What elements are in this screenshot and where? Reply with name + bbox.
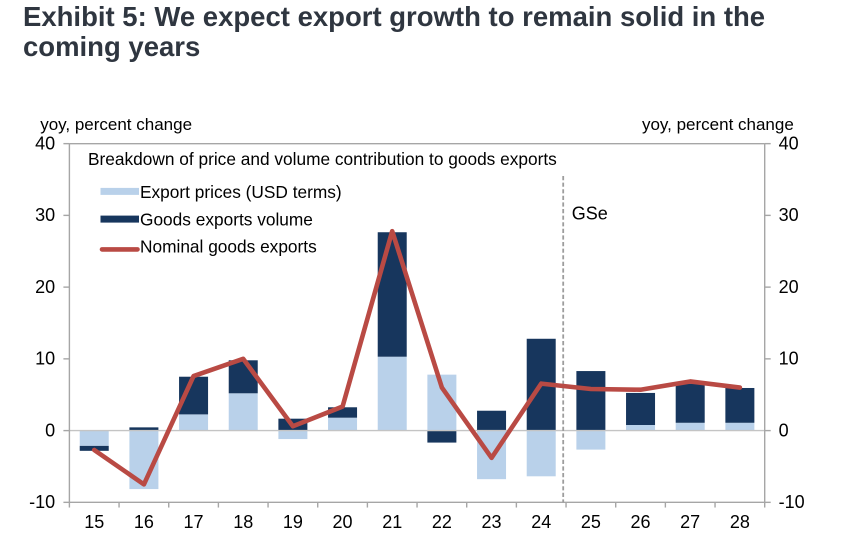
svg-text:40: 40 xyxy=(35,133,55,153)
svg-text:10: 10 xyxy=(779,349,799,369)
svg-text:-10: -10 xyxy=(29,492,55,512)
svg-text:0: 0 xyxy=(45,420,55,440)
svg-text:-10: -10 xyxy=(779,492,805,512)
svg-text:27: 27 xyxy=(680,512,700,532)
svg-text:Nominal goods exports: Nominal goods exports xyxy=(140,237,317,257)
svg-text:19: 19 xyxy=(283,512,303,532)
svg-text:21: 21 xyxy=(382,512,402,532)
svg-text:GSe: GSe xyxy=(572,203,608,223)
svg-text:20: 20 xyxy=(333,512,353,532)
svg-text:20: 20 xyxy=(35,277,55,297)
svg-text:24: 24 xyxy=(531,512,551,532)
svg-text:10: 10 xyxy=(35,349,55,369)
svg-text:yoy, percent change: yoy, percent change xyxy=(642,115,794,134)
svg-text:22: 22 xyxy=(432,512,452,532)
svg-text:30: 30 xyxy=(35,205,55,225)
svg-text:17: 17 xyxy=(184,512,204,532)
svg-text:Export prices (USD terms): Export prices (USD terms) xyxy=(140,182,342,202)
svg-text:23: 23 xyxy=(482,512,502,532)
svg-text:18: 18 xyxy=(233,512,253,532)
svg-text:40: 40 xyxy=(779,133,799,153)
svg-text:20: 20 xyxy=(779,277,799,297)
svg-text:16: 16 xyxy=(134,512,154,532)
svg-text:25: 25 xyxy=(581,512,601,532)
svg-text:Goods exports volume: Goods exports volume xyxy=(140,209,313,229)
svg-text:28: 28 xyxy=(730,512,750,532)
svg-text:yoy, percent change: yoy, percent change xyxy=(40,115,192,134)
svg-text:0: 0 xyxy=(779,420,789,440)
svg-text:15: 15 xyxy=(84,512,104,532)
svg-text:Breakdown of price and volume: Breakdown of price and volume contributi… xyxy=(88,149,557,169)
svg-text:30: 30 xyxy=(779,205,799,225)
svg-text:26: 26 xyxy=(631,512,651,532)
